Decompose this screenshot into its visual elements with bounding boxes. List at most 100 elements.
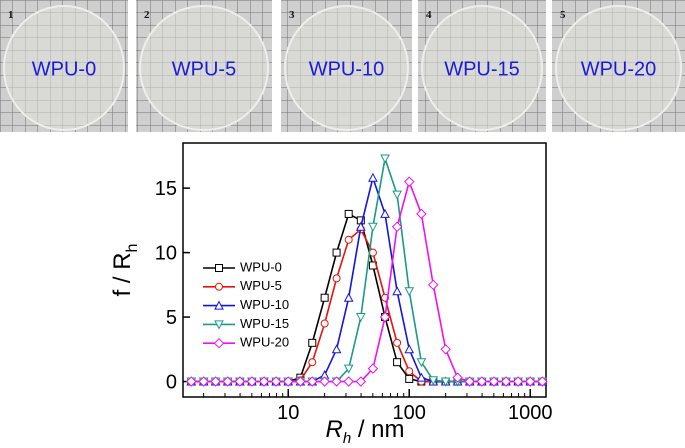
x-axis-label-rest: / nm [351, 416, 404, 443]
y-tick-label: 15 [155, 178, 177, 200]
marker [404, 287, 415, 297]
legend-entry: WPU-10 [203, 297, 289, 312]
x-tick-label: 100 [393, 402, 426, 424]
marker [234, 376, 246, 387]
marker [428, 376, 439, 386]
marker [198, 376, 209, 387]
marker [332, 274, 341, 283]
marker [343, 364, 354, 374]
legend-entry: WPU-5 [203, 278, 282, 293]
photo-number: 3 [289, 9, 295, 21]
marker [320, 319, 329, 328]
y-axis-label: f / Rh [109, 244, 141, 297]
x-tick-label: 10 [277, 402, 299, 424]
x-axis-label-sub: h [343, 430, 351, 447]
marker [344, 209, 353, 218]
marker [404, 344, 415, 354]
marker [295, 376, 306, 387]
marker [343, 376, 354, 387]
marker [368, 172, 378, 182]
photo-number: 5 [560, 9, 566, 21]
marker [379, 311, 391, 323]
y-axis-label-main: f / R [109, 252, 136, 296]
marker [222, 376, 233, 387]
marker [283, 376, 294, 387]
photo-label: WPU-0 [32, 58, 96, 80]
legend-entry: WPU-20 [203, 335, 289, 350]
marker [355, 313, 366, 323]
y-tick-label: 5 [166, 307, 177, 329]
film-disc [284, 5, 409, 131]
marker [537, 376, 548, 387]
marker [246, 376, 258, 387]
marker [258, 376, 270, 387]
photo: 2 WPU-5 [136, 0, 272, 132]
marker [270, 376, 282, 387]
legend-label: WPU-20 [240, 335, 289, 350]
marker [393, 358, 402, 367]
photo: 1 WPU-0 [0, 0, 128, 132]
photo-number: 2 [144, 9, 150, 21]
legend-marker [215, 282, 223, 291]
photo-label: WPU-15 [444, 58, 520, 80]
marker [332, 248, 341, 257]
marker [393, 338, 402, 347]
marker [500, 376, 512, 387]
film-disc [555, 5, 682, 131]
marker [392, 190, 402, 200]
marker [210, 376, 221, 387]
marker [416, 208, 427, 220]
marker [416, 372, 427, 382]
marker [440, 377, 451, 387]
marker [355, 376, 367, 387]
marker [319, 376, 330, 387]
legend-entry: WPU-15 [203, 316, 289, 331]
marker [343, 292, 354, 302]
marker [428, 279, 439, 291]
marker [405, 374, 414, 383]
marker [512, 376, 524, 387]
marker [320, 293, 329, 302]
y-tick-label: 0 [166, 372, 177, 394]
film-disc [3, 5, 125, 131]
marker [464, 376, 475, 387]
x-tick-label: 1000 [508, 402, 553, 424]
marker [452, 372, 463, 383]
photo-row: 1 WPU-0 2 WPU-5 3 WPU-10 4 WPU-15 5 WPU-20 [0, 0, 685, 132]
film-disc [139, 5, 269, 131]
x-axis-label: Rh / nm [325, 416, 404, 447]
marker [344, 235, 353, 244]
marker [380, 154, 390, 164]
marker [355, 221, 366, 231]
y-axis-label-sub: h [124, 244, 141, 253]
marker [308, 358, 317, 367]
legend-marker [214, 320, 224, 330]
marker [392, 286, 402, 296]
marker [186, 376, 197, 387]
series [186, 176, 548, 387]
marker [331, 376, 342, 387]
legend-label: WPU-0 [240, 259, 282, 274]
film-disc [421, 5, 543, 131]
marker [307, 376, 318, 387]
photo: 5 WPU-20 [552, 0, 685, 132]
x-axis-label-main: R [325, 416, 342, 443]
marker [440, 344, 451, 355]
legend-entry: WPU-0 [203, 259, 282, 274]
marker [331, 344, 342, 354]
y-tick-label: 10 [155, 243, 177, 265]
marker [525, 376, 536, 387]
plot-frame [182, 142, 547, 398]
photo: 4 WPU-15 [418, 0, 546, 132]
photo-label: WPU-20 [581, 58, 657, 80]
legend-marker [214, 300, 224, 310]
marker [391, 221, 403, 233]
marker [404, 176, 415, 187]
marker [368, 222, 378, 232]
photo: 3 WPU-10 [281, 0, 412, 132]
marker [405, 367, 414, 376]
legend-marker [213, 337, 225, 349]
photo-number: 1 [8, 9, 14, 21]
